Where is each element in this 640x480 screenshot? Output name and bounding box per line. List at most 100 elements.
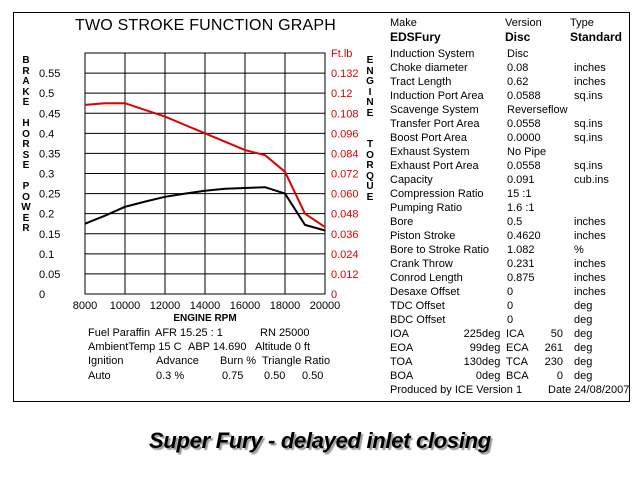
timing-value: 261 — [544, 342, 563, 354]
spec-cell: cub.ins — [574, 174, 609, 186]
ignition-value: 0.75 — [222, 370, 244, 382]
spec-cell: sq.ins — [574, 132, 603, 144]
axis-label-letter: E — [366, 55, 374, 66]
ignition-header: Advance — [156, 355, 199, 367]
axis-label-letter: R — [22, 65, 30, 77]
spec-cell: Bore — [390, 216, 414, 228]
spec-cell: Reverseflow — [507, 104, 568, 116]
spec-cell: Type — [570, 17, 594, 29]
axis-label-letter: E — [22, 212, 30, 224]
spec-cell: 0.091 — [507, 174, 535, 186]
ambient-info: AmbientTemp 15 C — [88, 341, 182, 353]
spec-cell: 0.5 — [507, 216, 523, 228]
spec-cell: Transfer Port Area — [390, 118, 480, 130]
axis-label-letter: E — [366, 107, 374, 119]
bhp-tick-label: 0.45 — [39, 108, 60, 120]
timing-value: 225 — [463, 328, 482, 340]
ignition-value: Auto — [88, 370, 111, 382]
spec-cell: 0.0588 — [507, 90, 541, 102]
spec-cell: 0.0558 — [507, 118, 541, 130]
x-axis-title: ENGINE RPM — [173, 313, 236, 324]
spec-cell: Conrod Length — [390, 272, 463, 284]
x-tick-label: 14000 — [190, 300, 221, 312]
torque-tick-label: 0.12 — [331, 88, 352, 100]
spec-cell: Tract Length — [390, 76, 452, 88]
axis-label-letter: N — [366, 97, 374, 108]
spec-cell: No Pipe — [507, 146, 547, 158]
spec-cell: 0.4620 — [507, 230, 541, 242]
x-tick-label: 8000 — [73, 300, 97, 312]
spec-cell: Version — [505, 17, 542, 29]
spec-cell: Disc — [507, 48, 529, 60]
axis-label-letter: N — [366, 65, 374, 77]
spec-cell: 0 — [507, 286, 514, 298]
timing-value: 99 — [469, 342, 482, 354]
spec-cell: ECA — [506, 342, 529, 354]
axis-label-letter: E — [22, 97, 30, 108]
spec-cell: Pumping Ratio — [390, 202, 463, 214]
bhp-tick-label: 0.35 — [39, 148, 60, 160]
axis-label-letter: K — [22, 86, 30, 98]
bhp-tick-label: 0.05 — [39, 269, 60, 281]
spec-cell: Make — [390, 17, 417, 29]
spec-cell: 0.62 — [507, 76, 529, 88]
spec-cell: deg — [574, 314, 593, 326]
spec-cell: Exhaust Port Area — [390, 160, 479, 172]
axis-label-letter: U — [366, 181, 374, 192]
axis-label-letter: R — [366, 160, 374, 171]
axis-label-letter: E — [22, 160, 30, 171]
spec-cell: deg — [482, 356, 501, 368]
image-caption: Super Fury - delayed inlet closing — [149, 428, 491, 453]
spec-cell: deg — [482, 370, 501, 382]
spec-cell: TOA — [390, 356, 413, 368]
spec-cell: 0.0558 — [507, 160, 541, 172]
spec-cell: 0.0000 — [507, 132, 541, 144]
ambient-info: ABP 14.690 — [188, 341, 247, 353]
spec-cell: sq.ins — [574, 160, 603, 172]
bhp-tick-label: 0.15 — [39, 229, 60, 241]
spec-cell: Induction System — [390, 48, 475, 60]
bhp-tick-label: 0 — [39, 289, 45, 301]
spec-cell: Induction Port Area — [390, 90, 484, 102]
ignition-value: 0.50 — [302, 370, 324, 382]
timing-value: 230 — [544, 356, 563, 368]
torque-unit-label: Ft.lb — [331, 48, 352, 60]
bhp-tick-label: 0.3 — [39, 169, 54, 181]
torque-curve — [84, 102, 326, 228]
bhp-tick-label: 0.1 — [39, 249, 54, 261]
spec-cell: Piston Stroke — [390, 230, 456, 242]
spec-cell: IOA — [390, 328, 409, 340]
torque-tick-label: 0.024 — [331, 249, 359, 261]
spec-cell: deg — [482, 342, 501, 354]
axis-label-letter: O — [22, 128, 30, 140]
spec-cell: 0.875 — [507, 272, 535, 284]
axis-label-letter: B — [22, 55, 30, 66]
spec-cell: Boost Port Area — [390, 132, 468, 144]
spec-cell: 0 — [507, 300, 514, 312]
axis-label-letter: R — [22, 223, 30, 234]
spec-cell: ICA — [506, 328, 525, 340]
spec-cell: inches — [574, 76, 606, 88]
torque-tick-label: 0.036 — [331, 229, 359, 241]
axis-label-letter: O — [22, 191, 30, 203]
axis-label-letter — [364, 119, 376, 130]
x-tick-label: 20000 — [310, 300, 341, 312]
ignition-value: 0.50 — [264, 370, 286, 382]
torque-tick-label: 0.012 — [331, 269, 359, 281]
x-tick-label: 12000 — [150, 300, 181, 312]
axis-label-letter: G — [366, 76, 374, 87]
ignition-header: Ignition — [88, 355, 124, 367]
bhp-tick-label: 0.5 — [39, 88, 54, 100]
ignition-header: Burn % — [220, 355, 257, 367]
spec-cell: deg — [574, 328, 593, 340]
spec-cell: 0.231 — [507, 258, 535, 270]
bhp-tick-label: 0.25 — [39, 189, 60, 201]
axis-label-letter: P — [22, 181, 30, 192]
timing-value: 0 — [556, 370, 563, 382]
torque-tick-label: 0.096 — [331, 128, 359, 140]
power-curve — [84, 186, 326, 232]
spec-cell: EDSFury — [390, 30, 441, 44]
bhp-tick-label: 0.4 — [39, 128, 54, 140]
